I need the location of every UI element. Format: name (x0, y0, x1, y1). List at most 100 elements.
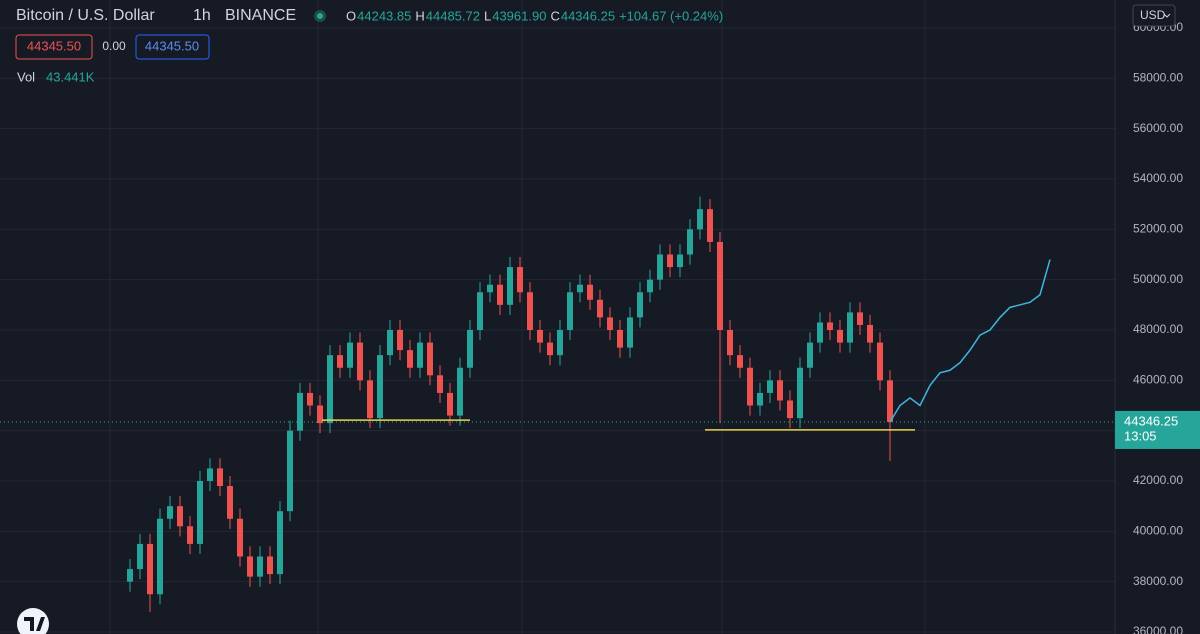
y-tick-label: 50000.00 (1133, 272, 1183, 286)
candle-body (557, 330, 563, 356)
candle-body (437, 375, 443, 393)
candle-body (497, 284, 503, 305)
y-tick-label: 48000.00 (1133, 322, 1183, 336)
candle-body (417, 342, 423, 368)
price-axis: 36000.0038000.0040000.0042000.0044000.00… (1115, 20, 1200, 634)
candle-body (777, 380, 783, 401)
y-tick-label: 46000.00 (1133, 373, 1183, 387)
sell-price: 44345.50 (27, 38, 81, 53)
candle-body (477, 292, 483, 330)
candle-body (327, 355, 333, 424)
ohlc-value: 44346.25 (561, 8, 615, 23)
candle-body (727, 330, 733, 356)
candle-body (607, 317, 613, 330)
candle-body (627, 317, 633, 348)
candle-body (867, 324, 873, 343)
candle-body (737, 355, 743, 368)
candle-body (637, 292, 643, 318)
y-tick-label: 42000.00 (1133, 473, 1183, 487)
candle-body (357, 342, 363, 381)
candle-body (337, 355, 343, 368)
candle-body (707, 209, 713, 242)
volume-value: 43.441K (46, 69, 95, 84)
candle-body (137, 543, 143, 570)
candle-body (187, 526, 193, 544)
ohlc-key: C (550, 8, 559, 23)
candle-body (127, 569, 133, 582)
candle-body (387, 330, 393, 356)
candle-body (217, 468, 223, 487)
ohlc: O 44243.85 H 44485.72 L 43961.90 C 44346.25 (346, 8, 615, 23)
candle-body (767, 380, 773, 393)
candle-body (287, 430, 293, 512)
y-tick-label: 56000.00 (1133, 121, 1183, 135)
candle-body (157, 518, 163, 595)
spread: 0.00 (102, 39, 126, 53)
ohlc-key: O (346, 8, 356, 23)
candle-body (257, 556, 263, 577)
candle-body (517, 267, 523, 293)
candle-body (667, 254, 673, 268)
logo (17, 608, 49, 634)
candle-body (577, 284, 583, 293)
candle-body (177, 506, 183, 527)
candle-body (317, 405, 323, 424)
candle-body (487, 284, 493, 293)
currency-button[interactable] (1132, 4, 1176, 27)
exchange: BINANCE (225, 7, 296, 24)
candle-body (507, 267, 513, 305)
candle-body (197, 481, 203, 544)
candle-body (407, 350, 413, 368)
buy-price: 44345.50 (145, 38, 199, 53)
ohlc-key: H (415, 8, 424, 23)
candle-body (237, 518, 243, 557)
dropdown-icon (1163, 13, 1171, 18)
currency: USD (1140, 8, 1166, 22)
candle-body (537, 330, 543, 343)
candle-body (247, 556, 253, 577)
sell-button[interactable] (15, 34, 93, 60)
candle-body (687, 229, 693, 255)
candle-body (837, 330, 843, 343)
status-dot (317, 13, 323, 19)
candle-body (787, 400, 793, 419)
candle-body (717, 241, 723, 330)
candle-body (647, 279, 653, 293)
candle-body (857, 312, 863, 325)
plot (0, 27, 1115, 633)
candle-body (747, 367, 753, 406)
candle-body (207, 468, 213, 481)
interval[interactable]: 1h (193, 7, 211, 24)
candle-body (567, 292, 573, 330)
volume-label: Vol (17, 69, 35, 84)
price-tag-value: 44346.25 (1124, 413, 1178, 428)
candle-body (877, 342, 883, 381)
candle-body (397, 330, 403, 351)
y-tick-label: 36000.00 (1133, 624, 1183, 634)
y-tick-label: 40000.00 (1133, 524, 1183, 538)
candle-body (587, 284, 593, 300)
logo-mark (24, 617, 45, 631)
candle-body (367, 380, 373, 419)
y-tick-label: 52000.00 (1133, 222, 1183, 236)
candle-body (377, 355, 383, 419)
ohlc-value: 44485.72 (426, 8, 480, 23)
change: +104.67 (+0.24%) (619, 8, 723, 23)
ohlc-value: 43961.90 (492, 8, 546, 23)
candle-body (827, 322, 833, 330)
candle-body (147, 543, 153, 595)
ohlc-value: 44243.85 (357, 8, 411, 23)
buy-button[interactable] (135, 34, 210, 60)
candle-body (697, 209, 703, 230)
symbol: Bitcoin / U.S. Dollar (16, 7, 155, 24)
candle-body (807, 342, 813, 368)
candle-body (307, 392, 313, 406)
candle-body (167, 506, 173, 519)
price-tag (1115, 410, 1200, 449)
price-tag-time: 13:05 (1124, 428, 1157, 443)
candle-body (677, 254, 683, 268)
candle-body (547, 342, 553, 356)
candle-body (267, 556, 273, 575)
